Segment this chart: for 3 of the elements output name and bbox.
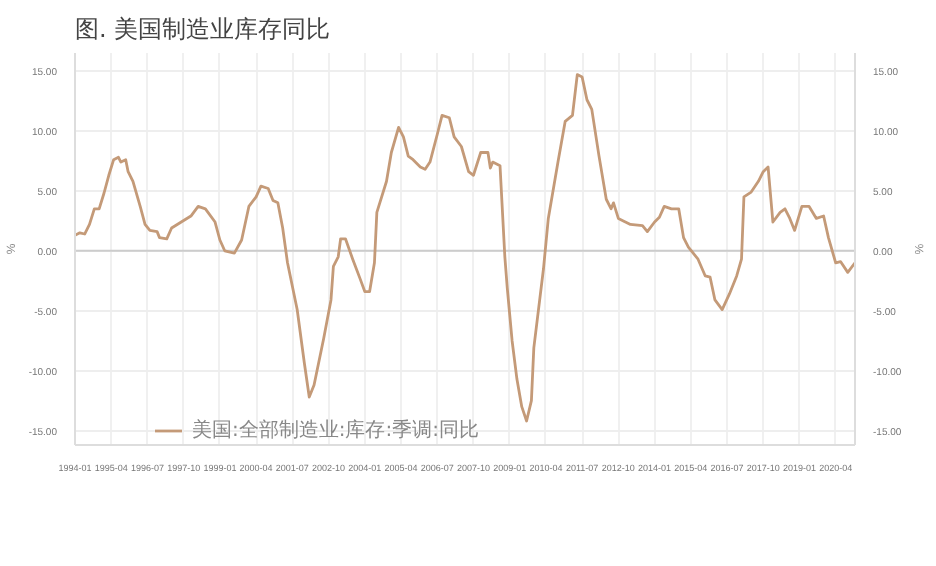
legend-label: 美国:全部制造业:库存:季调:同比 [192, 417, 479, 444]
line-series [75, 73, 855, 423]
chart-title: 图. 美国制造业库存同比 [75, 15, 331, 43]
